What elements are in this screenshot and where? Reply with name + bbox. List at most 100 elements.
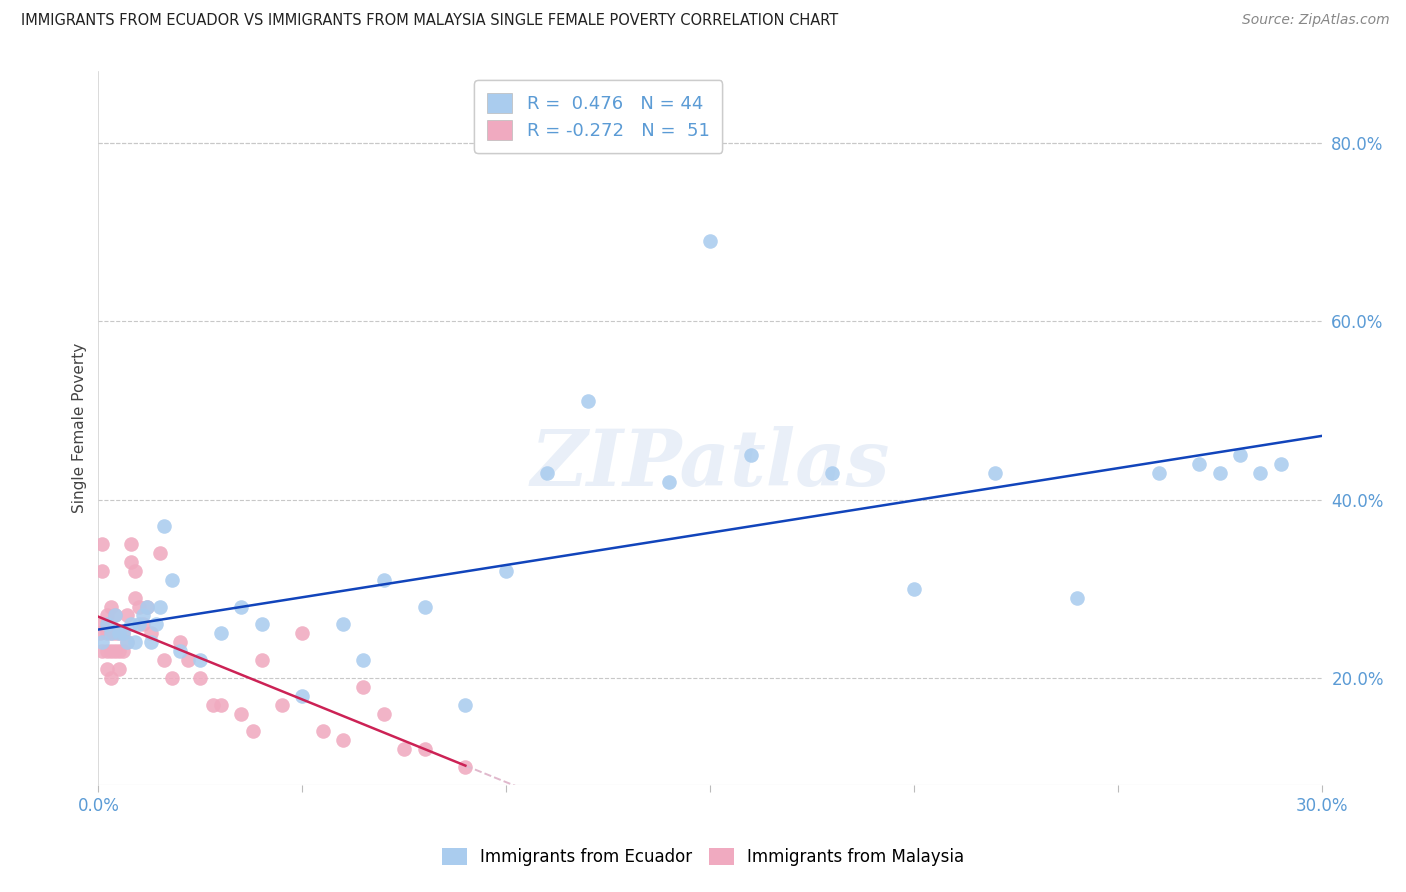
Point [352,653,374,667]
Point [242,724,264,739]
Point [312,724,335,739]
Point [903,582,925,596]
Point [169,635,191,649]
Point [96,644,118,658]
Point [104,608,127,623]
Point [124,591,146,605]
Point [454,698,477,712]
Text: Source: ZipAtlas.com: Source: ZipAtlas.com [1241,13,1389,28]
Point [128,617,150,632]
Point [136,599,159,614]
Point [104,644,127,658]
Point [100,626,122,640]
Point [104,608,127,623]
Point [115,635,138,649]
Point [413,599,436,614]
Point [115,608,138,623]
Point [115,635,138,649]
Legend: Immigrants from Ecuador, Immigrants from Malaysia: Immigrants from Ecuador, Immigrants from… [433,840,973,875]
Point [96,662,118,676]
Point [91,644,114,658]
Point [231,599,253,614]
Point [100,671,122,685]
Point [250,617,273,632]
Point [96,608,118,623]
Point [1209,466,1232,480]
Point [413,742,436,756]
Point [1249,466,1271,480]
Point [188,671,212,685]
Point [332,617,354,632]
Point [250,653,273,667]
Point [291,689,314,703]
Point [495,564,517,578]
Point [699,234,721,248]
Point [352,680,374,694]
Point [104,626,127,640]
Point [576,394,599,409]
Point [141,626,163,640]
Point [89,626,111,640]
Point [91,617,114,632]
Point [1188,457,1211,471]
Point [96,617,118,632]
Point [124,564,146,578]
Point [1066,591,1088,605]
Point [152,653,174,667]
Point [111,626,134,640]
Point [658,475,681,489]
Point [91,635,114,649]
Point [454,760,477,774]
Point [209,698,232,712]
Point [108,626,131,640]
Point [291,626,314,640]
Point [100,626,122,640]
Point [120,555,142,569]
Point [111,626,134,640]
Point [108,644,131,658]
Point [160,573,183,587]
Point [740,448,762,462]
Point [984,466,1007,480]
Point [1147,466,1170,480]
Legend: R =  0.476   N = 44, R = -0.272   N =  51: R = 0.476 N = 44, R = -0.272 N = 51 [474,80,723,153]
Point [128,599,150,614]
Point [145,617,167,632]
Point [141,635,163,649]
Point [177,653,200,667]
Point [373,573,395,587]
Point [160,671,183,685]
Point [270,698,294,712]
Point [332,733,354,747]
Point [108,626,131,640]
Point [209,626,232,640]
Point [132,608,155,623]
Point [149,546,172,560]
Point [821,466,844,480]
Point [169,644,191,658]
Point [149,599,172,614]
Point [188,653,212,667]
Point [111,644,134,658]
Point [1229,448,1251,462]
Point [152,519,174,533]
Text: ZIPatlas: ZIPatlas [530,425,890,502]
Point [108,662,131,676]
Text: IMMIGRANTS FROM ECUADOR VS IMMIGRANTS FROM MALAYSIA SINGLE FEMALE POVERTY CORREL: IMMIGRANTS FROM ECUADOR VS IMMIGRANTS FR… [21,13,838,29]
Point [536,466,558,480]
Point [100,644,122,658]
Point [91,564,114,578]
Y-axis label: Single Female Poverty: Single Female Poverty [72,343,87,513]
Point [124,635,146,649]
Point [201,698,224,712]
Point [91,537,114,551]
Point [120,537,142,551]
Point [96,626,118,640]
Point [1270,457,1292,471]
Point [373,706,395,721]
Point [392,742,416,756]
Point [136,599,159,614]
Point [231,706,253,721]
Point [132,617,155,632]
Point [120,617,142,632]
